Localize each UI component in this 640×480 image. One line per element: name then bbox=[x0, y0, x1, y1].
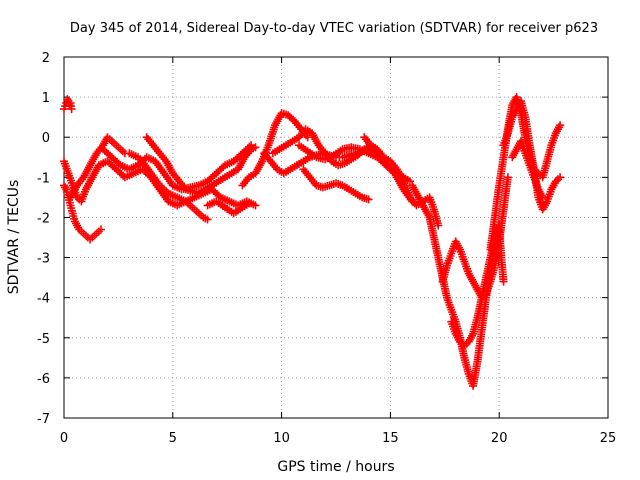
x-tick-label: 15 bbox=[382, 431, 399, 446]
data-point bbox=[556, 121, 565, 130]
data-point bbox=[406, 177, 414, 186]
data-point bbox=[251, 201, 260, 210]
y-tick-label: -1 bbox=[37, 171, 50, 186]
plot-frame bbox=[63, 56, 609, 419]
y-tick-label: -6 bbox=[37, 372, 50, 387]
data-point bbox=[245, 199, 253, 208]
y-axis-label: SDTVAR / TECUs bbox=[6, 180, 22, 295]
data-point bbox=[434, 221, 443, 230]
data-point bbox=[203, 215, 212, 224]
chart-title: Day 345 of 2014, Sidereal Day-to-day VTE… bbox=[70, 21, 598, 36]
x-axis-label: GPS time / hours bbox=[277, 459, 394, 475]
x-tick-label: 25 bbox=[600, 431, 617, 446]
y-tick-label: -2 bbox=[37, 211, 50, 226]
series-arc-12 bbox=[295, 141, 417, 206]
data-point bbox=[364, 195, 373, 204]
grid bbox=[64, 57, 608, 418]
data-point bbox=[60, 105, 68, 114]
series-arc-19 bbox=[508, 137, 547, 202]
data-point bbox=[503, 173, 512, 182]
series-arc-11 bbox=[299, 165, 373, 204]
y-tick-label: 2 bbox=[42, 51, 50, 66]
series-arc-2 bbox=[60, 181, 105, 244]
y-tick-label: 1 bbox=[42, 91, 50, 106]
series-arc-7 bbox=[203, 197, 253, 218]
series-arc-6 bbox=[142, 133, 260, 198]
y-tick-label: -3 bbox=[37, 252, 50, 267]
data-point bbox=[538, 193, 547, 202]
x-tick-label: 20 bbox=[491, 431, 508, 446]
series-arc-1 bbox=[60, 95, 76, 114]
y-tick-label: -5 bbox=[37, 332, 50, 347]
data-point bbox=[303, 133, 312, 142]
x-tick-label: 5 bbox=[169, 431, 177, 446]
series-arc-4 bbox=[66, 133, 212, 224]
y-tick-label: -7 bbox=[37, 412, 50, 427]
x-tick-label: 0 bbox=[60, 431, 68, 446]
y-tick-label: 0 bbox=[42, 131, 50, 146]
series-arc-16 bbox=[447, 225, 508, 350]
data-point bbox=[499, 277, 508, 286]
x-tick-label: 10 bbox=[273, 431, 290, 446]
axis-ticks bbox=[63, 56, 609, 419]
y-tick-label: -4 bbox=[37, 292, 50, 307]
data-point bbox=[556, 173, 565, 182]
data-points bbox=[60, 93, 565, 390]
data-point bbox=[97, 225, 105, 234]
series-arc-10 bbox=[268, 125, 414, 186]
data-point bbox=[67, 105, 76, 114]
series-arc-9 bbox=[238, 109, 312, 190]
data-point bbox=[251, 143, 260, 152]
